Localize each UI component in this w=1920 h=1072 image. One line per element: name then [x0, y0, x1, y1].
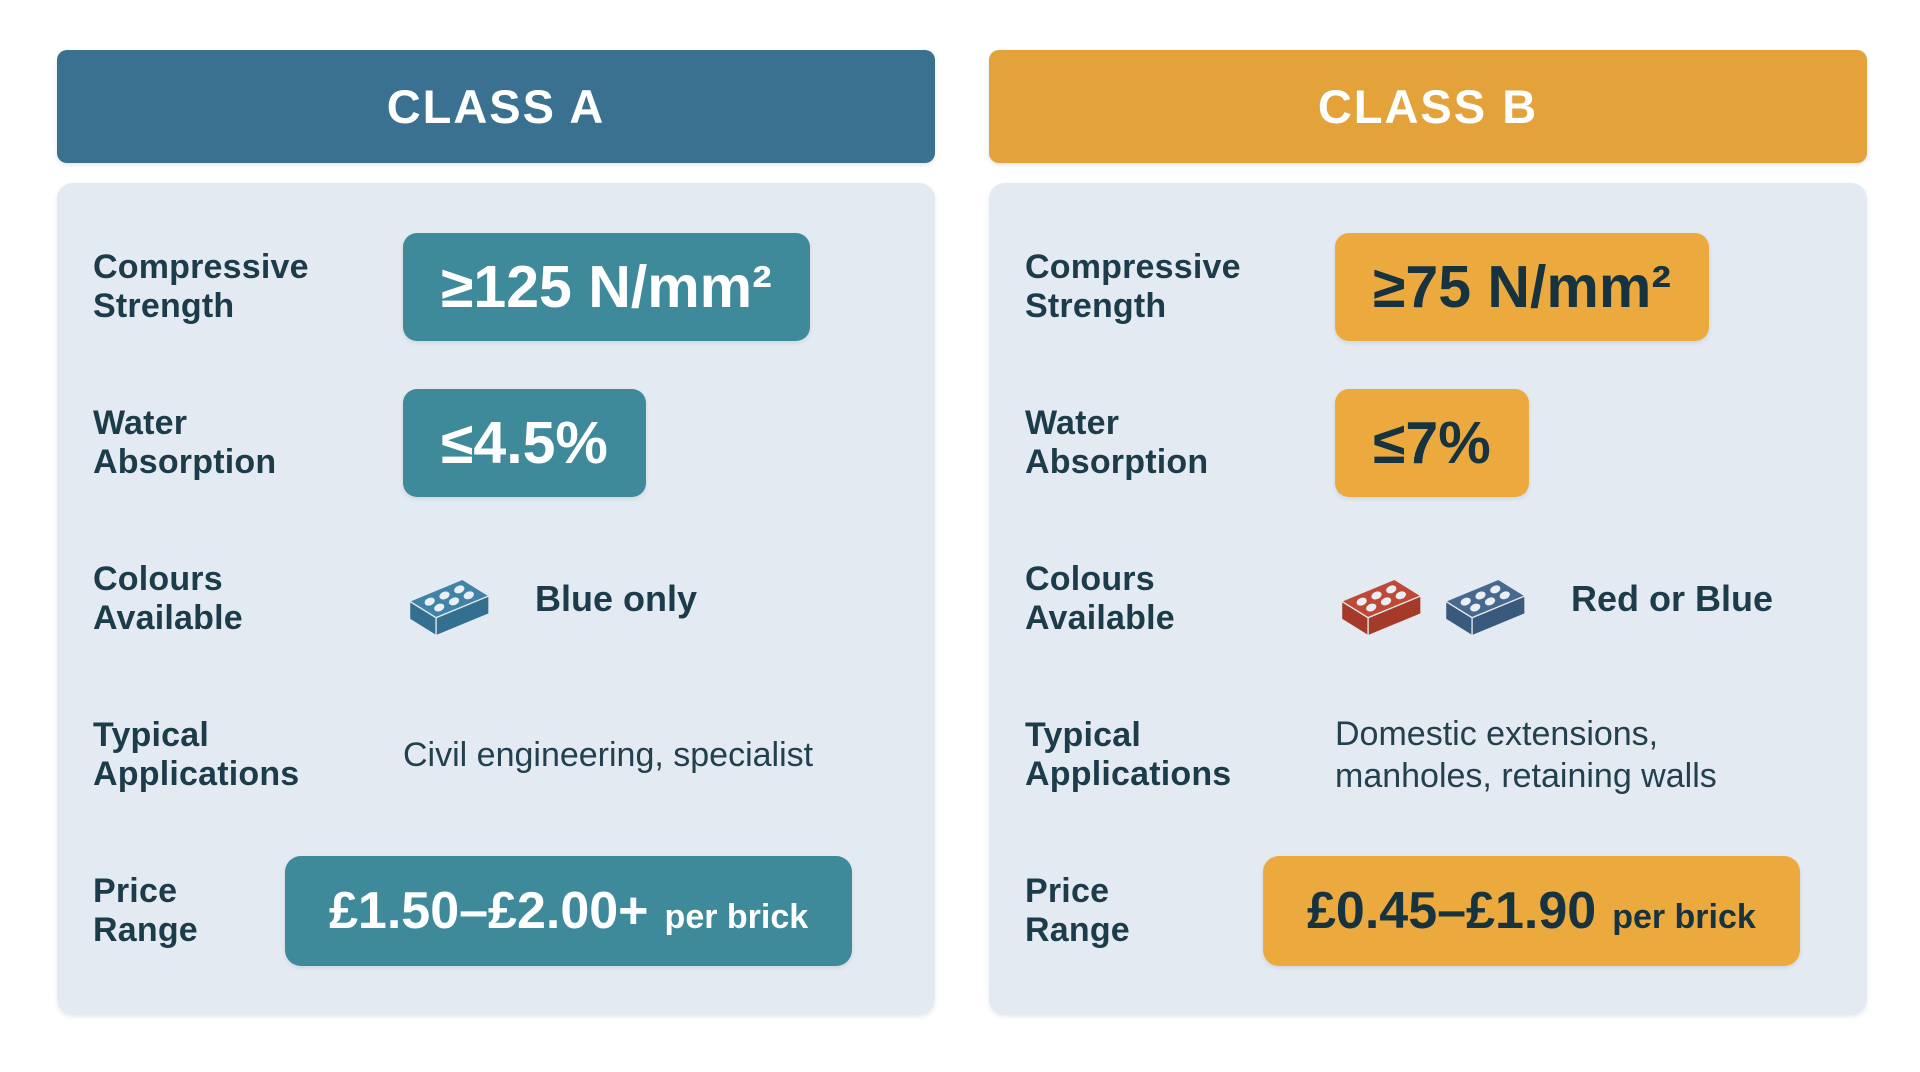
compressive-strength-label: Compressive Strength [1025, 248, 1241, 325]
colours-available-label: Colours Available [93, 560, 243, 637]
compressive-strength-label: Compressive Strength [93, 248, 309, 325]
red-brick-icon [1340, 578, 1422, 636]
typical-applications-value: Domestic extensions, manholes, retaining… [1335, 714, 1717, 796]
row-water-absorption-b: Water Absorption ≤7% [1025, 373, 1831, 513]
price-range-unit: per brick [664, 898, 809, 936]
class-a-header: CLASS A [57, 50, 935, 163]
blue-brick-icon [408, 578, 490, 636]
blue-brick-icon [1444, 578, 1526, 636]
colours-available-value: Red or Blue [1571, 578, 1774, 619]
row-price-range-a: Price Range £1.50–£2.00+ per brick [93, 841, 899, 981]
class-a-title: CLASS A [386, 80, 606, 133]
compressive-strength-value-badge: ≥125 N/mm² [403, 233, 810, 341]
row-typical-applications-b: Typical Applications Domestic extensions… [1025, 685, 1831, 825]
water-absorption-label: Water Absorption [93, 404, 277, 481]
typical-applications-value: Civil engineering, specialist [403, 735, 814, 774]
colours-available-value: Blue only [535, 578, 698, 619]
row-colours-available-a: Colours Available Blue only [93, 529, 899, 669]
price-range-label: Price Range [1025, 872, 1130, 949]
price-range-value: £0.45–£1.90 [1307, 882, 1597, 940]
water-absorption-value-badge: ≤4.5% [403, 389, 646, 497]
row-typical-applications-a: Typical Applications Civil engineering, … [93, 685, 899, 825]
colours-available-label: Colours Available [1025, 560, 1175, 637]
typical-applications-label: Typical Applications [1025, 716, 1232, 793]
compressive-strength-value-badge: ≥75 N/mm² [1335, 233, 1709, 341]
row-colours-available-b: Colours Available [1025, 529, 1831, 669]
price-range-value-badge: £0.45–£1.90 per brick [1263, 856, 1800, 966]
price-range-label: Price Range [93, 872, 198, 949]
price-range-value: £1.50–£2.00+ [329, 882, 649, 940]
row-compressive-strength-a: Compressive Strength ≥125 N/mm² [93, 217, 899, 357]
class-a-column: CLASS A Compressive Strength ≥125 N/mm² … [57, 50, 935, 1015]
class-b-column: CLASS B Compressive Strength ≥75 N/mm² W… [989, 50, 1867, 1015]
price-range-unit: per brick [1612, 898, 1756, 936]
water-absorption-value-badge: ≤7% [1335, 389, 1529, 497]
class-b-header: CLASS B [989, 50, 1867, 163]
typical-applications-label: Typical Applications [93, 716, 300, 793]
water-absorption-label: Water Absorption [1025, 404, 1209, 481]
class-b-title: CLASS B [1317, 80, 1539, 133]
price-range-value-badge: £1.50–£2.00+ per brick [285, 856, 853, 966]
row-compressive-strength-b: Compressive Strength ≥75 N/mm² [1025, 217, 1831, 357]
class-b-panel: Compressive Strength ≥75 N/mm² Water Abs… [989, 183, 1867, 1015]
row-price-range-b: Price Range £0.45–£1.90 per brick [1025, 841, 1831, 981]
row-water-absorption-a: Water Absorption ≤4.5% [93, 373, 899, 513]
class-a-panel: Compressive Strength ≥125 N/mm² Water Ab… [57, 183, 935, 1015]
